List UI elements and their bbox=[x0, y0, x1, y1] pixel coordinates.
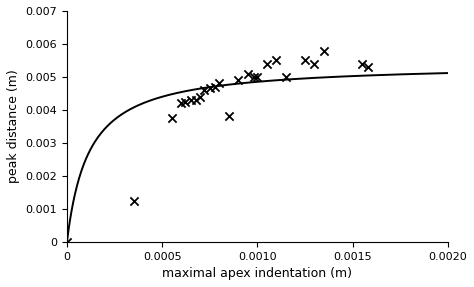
Point bbox=[187, 98, 194, 102]
Point bbox=[196, 94, 204, 99]
Point bbox=[63, 239, 71, 244]
Point bbox=[301, 58, 309, 63]
Point bbox=[310, 61, 318, 66]
Point bbox=[206, 86, 213, 91]
Point bbox=[244, 71, 252, 76]
Point bbox=[254, 75, 261, 79]
Point bbox=[216, 81, 223, 86]
Point bbox=[282, 75, 290, 79]
Point bbox=[358, 61, 366, 66]
Point bbox=[130, 198, 137, 203]
Point bbox=[235, 78, 242, 82]
Point bbox=[168, 116, 175, 121]
Point bbox=[212, 84, 219, 89]
X-axis label: maximal apex indentation (m): maximal apex indentation (m) bbox=[162, 267, 352, 280]
Point bbox=[364, 65, 372, 69]
Point bbox=[200, 88, 208, 92]
Point bbox=[273, 58, 280, 63]
Point bbox=[263, 61, 271, 66]
Point bbox=[192, 98, 200, 102]
Point bbox=[320, 48, 328, 53]
Point bbox=[181, 99, 189, 104]
Point bbox=[177, 101, 185, 106]
Point bbox=[250, 75, 257, 79]
Point bbox=[225, 114, 233, 119]
Y-axis label: peak distance (m): peak distance (m) bbox=[7, 69, 20, 183]
